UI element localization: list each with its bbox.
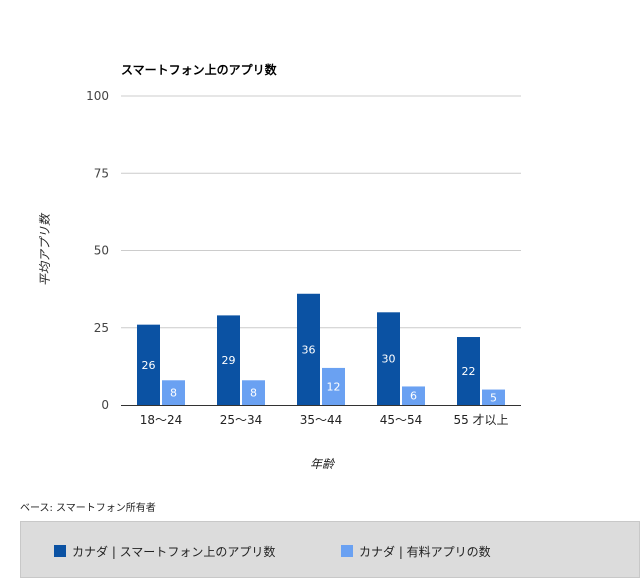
bar-paid-apps [242,380,265,405]
y-axis-label: 平均アプリ数 [38,212,52,286]
gridlines [121,95,521,329]
bar-paid-apps [322,367,345,405]
bar-paid-apps [162,380,185,405]
bar-value-label: 8 [250,387,257,400]
bar-value-label: 36 [302,343,316,356]
bar-apps-on-smartphone [457,337,480,405]
legend-item-apps-on-smartphone: カナダ | スマートフォン上のアプリ数 [54,544,276,559]
x-tick-label: 55 才以上 [453,413,508,427]
bar-value-label: 30 [382,353,396,366]
y-tick-label: 100 [86,89,109,103]
x-tick-label: 18〜24 [140,413,183,427]
legend-label: カナダ | スマートフォン上のアプリ数 [72,544,276,559]
bars: 26 8 29 8 36 12 30 6 22 5 [137,293,505,405]
x-tick-label: 35〜44 [300,413,343,427]
bar-apps-on-smartphone [377,312,400,405]
bar-paid-apps [402,386,425,405]
bar-value-label: 22 [462,365,476,378]
chart-title: スマートフォン上のアプリ数 [121,62,278,77]
x-axis-label: 年齢 [310,457,336,471]
y-tick-label: 50 [94,244,109,258]
legend-label: カナダ | 有料アプリの数 [359,544,491,559]
y-tick-label: 25 [94,321,109,335]
x-tick-label: 45〜54 [380,413,423,427]
bar-value-label: 8 [170,387,177,400]
bar-paid-apps [482,389,505,405]
bar-apps-on-smartphone [217,315,240,405]
y-axis-ticks: 0 25 50 75 100 [86,89,109,412]
x-axis-ticks: 18〜24 25〜34 35〜44 45〜54 55 才以上 [140,413,509,427]
bar-chart: スマートフォン上のアプリ数 0 25 50 75 100 26 8 29 8 36 12 30 6 22… [38,62,521,471]
bar-value-label: 26 [142,359,156,372]
bar-apps-on-smartphone [297,293,320,405]
legend-item-paid-apps: カナダ | 有料アプリの数 [341,544,491,559]
legend-swatch [54,545,66,557]
y-tick-label: 75 [94,166,109,180]
bar-value-label: 6 [410,390,417,403]
base-note: ベース: スマートフォン所有者 [20,503,156,514]
bar-value-label: 5 [490,391,497,404]
bar-apps-on-smartphone [137,324,160,405]
bar-value-label: 12 [327,380,341,393]
x-tick-label: 25〜34 [220,413,263,427]
y-tick-label: 0 [101,398,109,412]
legend-swatch [341,545,353,557]
bar-value-label: 29 [222,354,236,367]
legend: カナダ | スマートフォン上のアプリ数 カナダ | 有料アプリの数 [20,521,640,578]
